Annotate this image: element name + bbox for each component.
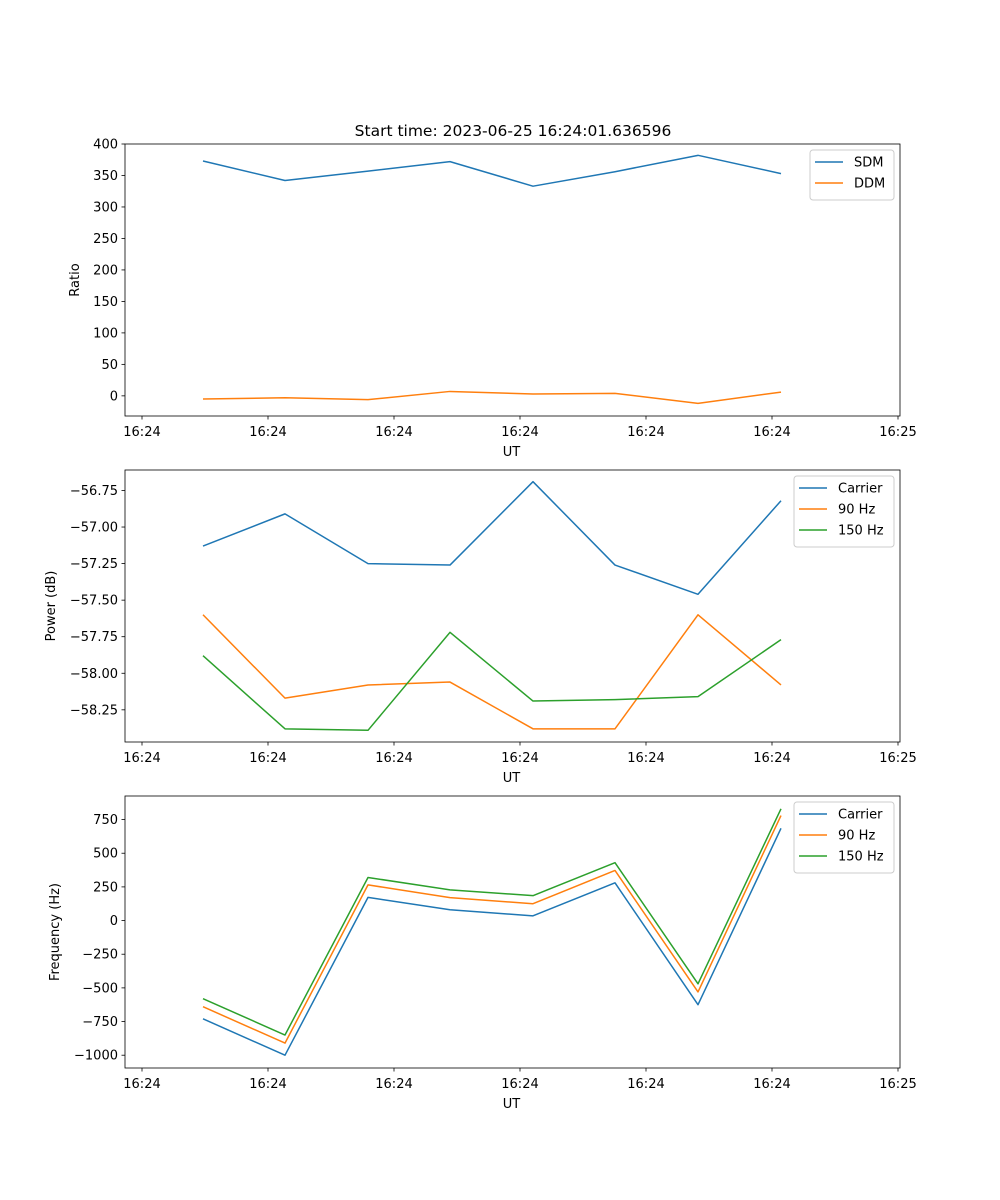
axes-frame (124, 469, 901, 743)
legend: Carrier 90 Hz 150 Hz (793, 475, 895, 548)
series-line-carrier (202, 480, 782, 596)
y-tick-label: −500 (82, 981, 118, 996)
y-tick-label: −57.00 (70, 521, 118, 536)
series-line-ddm (202, 390, 782, 405)
y-tick-label: 100 (93, 326, 118, 341)
legend-label: 150 Hz (838, 524, 884, 539)
y-tick-label: 0 (110, 389, 118, 404)
y-tick-label: 750 (93, 813, 118, 828)
x-tick-label: 16:25 (879, 751, 916, 766)
x-tick-label: 16:24 (375, 425, 412, 440)
x-tick-label: 16:24 (753, 1077, 790, 1092)
x-axis-label: UT (503, 771, 521, 786)
legend: SDM DDM (809, 149, 895, 201)
x-tick-label: 16:24 (123, 425, 160, 440)
y-tick-label: −750 (82, 1015, 118, 1030)
series-line-150-hz (202, 631, 782, 732)
legend-label: 90 Hz (838, 829, 875, 844)
legend-label: DDM (854, 177, 885, 192)
y-tick-label: 350 (93, 169, 118, 184)
y-tick-label: −57.75 (70, 630, 118, 645)
legend: Carrier 90 Hz 150 Hz (793, 801, 895, 874)
y-tick-label: 200 (93, 263, 118, 278)
x-tick-label: 16:24 (627, 425, 664, 440)
chart-panel-1: 0 50 100 150 200 250 300 350 400 16:24 16:24 16:24 1… (68, 138, 917, 461)
y-tick-label: −250 (82, 948, 118, 963)
series-line-90-hz (202, 815, 782, 1044)
axes-frame (124, 143, 901, 417)
y-tick-label: 150 (93, 295, 118, 310)
x-tick-label: 16:24 (501, 751, 538, 766)
legend-label: Carrier (838, 808, 883, 823)
y-tick-label: 250 (93, 232, 118, 247)
y-tick-label: −57.25 (70, 557, 118, 572)
chart-panel-2: −58.25 −58.00 −57.75 −57.50 −57.25 −57.00 −56.… (44, 469, 917, 786)
y-tick-label: 500 (93, 847, 118, 862)
x-tick-label: 16:24 (123, 1077, 160, 1092)
x-tick-label: 16:24 (249, 1077, 286, 1092)
x-axis-label: UT (503, 445, 521, 460)
y-tick-label: −1000 (74, 1049, 118, 1064)
x-tick-label: 16:24 (501, 425, 538, 440)
y-tick-label: −56.75 (70, 484, 118, 499)
y-axis-label: Frequency (Hz) (48, 883, 63, 981)
y-tick-label: 300 (93, 200, 118, 215)
x-tick-label: 16:24 (627, 751, 664, 766)
x-tick-label: 16:25 (879, 425, 916, 440)
figure-title: Start time: 2023-06-25 16:24:01.636596 (355, 122, 672, 140)
y-tick-label: −58.00 (70, 667, 118, 682)
axes-frame (124, 795, 901, 1069)
y-axis-label: Ratio (68, 263, 83, 296)
x-tick-label: 16:24 (375, 1077, 412, 1092)
legend-label: Carrier (838, 482, 883, 497)
y-tick-label: 400 (93, 138, 118, 153)
y-tick-label: −58.25 (70, 703, 118, 718)
x-tick-label: 16:24 (501, 1077, 538, 1092)
series-line-90-hz (202, 614, 782, 730)
x-tick-label: 16:25 (879, 1077, 916, 1092)
x-tick-label: 16:24 (249, 425, 286, 440)
series-line-150-hz (202, 808, 782, 1036)
x-tick-label: 16:24 (627, 1077, 664, 1092)
chart-panel-3: −1000 −750 −500 −250 0 250 500 750 16:24 16:24 16:… (48, 795, 917, 1112)
x-axis-label: UT (503, 1097, 521, 1112)
series-line-carrier (202, 828, 782, 1056)
y-tick-label: 0 (110, 914, 118, 929)
x-tick-label: 16:24 (249, 751, 286, 766)
legend-label: 90 Hz (838, 503, 875, 518)
x-tick-label: 16:24 (753, 425, 790, 440)
y-tick-label: 50 (101, 358, 118, 373)
legend-label: 150 Hz (838, 850, 884, 865)
series-line-sdm (202, 154, 782, 187)
y-tick-label: 250 (93, 880, 118, 895)
x-tick-label: 16:24 (753, 751, 790, 766)
x-tick-label: 16:24 (123, 751, 160, 766)
x-tick-label: 16:24 (375, 751, 412, 766)
legend-label: SDM (854, 156, 883, 171)
y-tick-label: −57.50 (70, 594, 118, 609)
y-axis-label: Power (dB) (44, 571, 59, 642)
